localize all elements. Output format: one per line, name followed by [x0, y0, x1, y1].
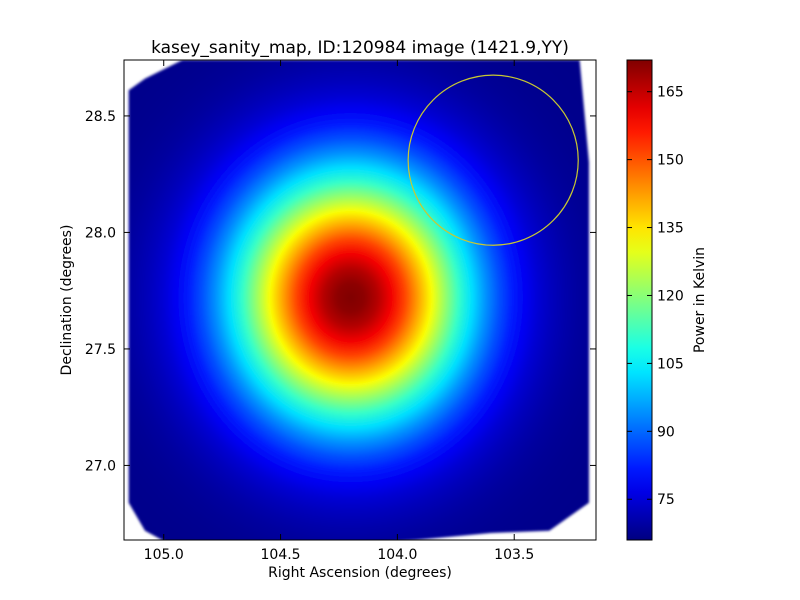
colorbar-tick-label: 165	[657, 85, 684, 101]
y-axis-ticks: 27.0 27.5 28.0 28.5	[85, 109, 596, 474]
y-tick-label: 27.5	[85, 342, 116, 358]
colorbar-tick-label: 105	[657, 356, 684, 372]
colorbar-tick-label: 75	[657, 492, 675, 508]
colorbar-tick-label: 120	[657, 288, 684, 304]
y-tick-label: 28.0	[85, 225, 116, 241]
region-circle	[407, 74, 579, 246]
x-tick-label: 104.5	[261, 547, 301, 563]
chart-title: kasey_sanity_map, ID:120984 image (1421.…	[151, 38, 569, 58]
x-tick-label: 105.0	[144, 547, 184, 563]
colorbar-bar	[626, 59, 653, 541]
colorbar-ticks: 75 90 105 120 135 150 165	[627, 85, 684, 508]
x-tick-label: 104.0	[377, 547, 417, 563]
colorbar: 75 90 105 120 135 150 165 Power in Kelvin	[626, 59, 708, 541]
sky-map-footprint	[128, 60, 589, 540]
plot-area: 105.0 104.5 104.0 103.5 27.0 27.5 28.0 28.5	[85, 59, 597, 563]
colorbar-tick-label: 150	[657, 153, 684, 169]
x-tick-label: 103.5	[494, 547, 534, 563]
plot-frame	[123, 59, 597, 541]
colorbar-tick-label: 135	[657, 221, 684, 237]
x-axis-label: Right Ascension (degrees)	[268, 565, 452, 581]
y-tick-label: 27.0	[85, 458, 116, 474]
y-tick-label: 28.5	[85, 109, 116, 125]
colorbar-label: Power in Kelvin	[692, 247, 708, 353]
y-axis-label: Declination (degrees)	[59, 225, 75, 376]
colorbar-tick-label: 90	[657, 424, 675, 440]
x-axis-ticks: 105.0 104.5 104.0 103.5	[144, 60, 534, 563]
